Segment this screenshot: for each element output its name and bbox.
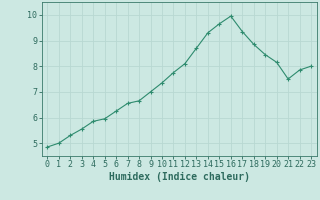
X-axis label: Humidex (Indice chaleur): Humidex (Indice chaleur) <box>109 172 250 182</box>
